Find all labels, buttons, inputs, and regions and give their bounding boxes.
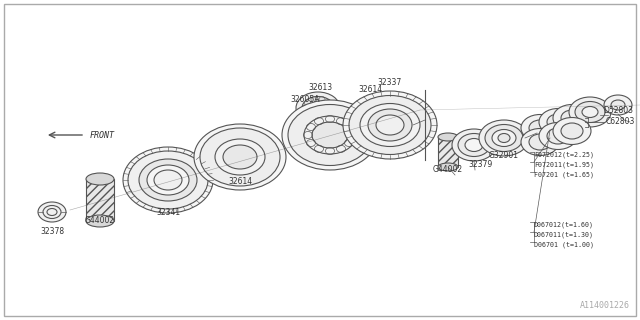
Ellipse shape [349,95,431,155]
Ellipse shape [154,170,182,190]
Ellipse shape [547,114,569,130]
Text: 32614: 32614 [228,177,252,186]
Ellipse shape [611,100,625,110]
Ellipse shape [302,97,334,119]
Ellipse shape [561,110,583,126]
Ellipse shape [479,120,529,156]
Bar [438,137,458,167]
Ellipse shape [492,130,516,147]
Text: C62803: C62803 [606,117,636,126]
Ellipse shape [465,139,483,151]
Circle shape [301,105,315,119]
Ellipse shape [547,128,569,144]
Ellipse shape [38,202,66,222]
Ellipse shape [485,124,523,151]
Text: G44002: G44002 [433,165,463,174]
Text: F072011(t=1.95): F072011(t=1.95) [534,162,594,169]
Ellipse shape [86,215,114,227]
Ellipse shape [200,128,280,186]
Ellipse shape [539,123,577,149]
Ellipse shape [215,139,265,175]
Ellipse shape [521,129,559,156]
Ellipse shape [521,115,559,141]
Ellipse shape [553,105,591,132]
Ellipse shape [458,133,490,156]
Text: A114001226: A114001226 [580,301,630,310]
Ellipse shape [376,115,404,135]
Ellipse shape [553,117,591,145]
Ellipse shape [569,97,611,127]
Ellipse shape [304,116,356,154]
Text: 32378: 32378 [40,227,64,236]
Ellipse shape [360,103,420,147]
Ellipse shape [86,173,114,185]
Text: 32614: 32614 [358,85,382,94]
Text: D06701 (t=1.00): D06701 (t=1.00) [534,242,594,249]
Ellipse shape [561,123,583,139]
Ellipse shape [368,109,412,141]
Ellipse shape [604,95,632,115]
Text: FRONT: FRONT [90,131,115,140]
Text: 32379: 32379 [468,160,492,169]
Text: 32341: 32341 [156,208,180,217]
Ellipse shape [529,134,551,150]
Ellipse shape [223,145,257,169]
Ellipse shape [529,120,551,136]
Bar [86,179,114,221]
Ellipse shape [139,159,197,201]
Ellipse shape [438,163,458,171]
Ellipse shape [452,129,496,161]
Ellipse shape [539,108,577,135]
Ellipse shape [343,91,437,159]
Ellipse shape [498,133,510,142]
Ellipse shape [194,124,286,190]
Ellipse shape [288,105,372,165]
Ellipse shape [296,92,340,124]
Ellipse shape [128,151,208,209]
Text: D067012(t=1.60): D067012(t=1.60) [534,222,594,228]
Text: G44002: G44002 [85,216,115,225]
Ellipse shape [575,101,605,123]
Text: 32613: 32613 [308,83,332,92]
Text: 32337: 32337 [378,78,402,87]
Ellipse shape [282,100,378,170]
Text: D52803: D52803 [603,106,633,115]
Ellipse shape [123,147,213,213]
Text: D067011(t=1.30): D067011(t=1.30) [534,232,594,238]
Ellipse shape [312,122,348,148]
Ellipse shape [147,165,189,195]
Ellipse shape [438,133,458,141]
Text: G32901: G32901 [489,151,519,160]
Ellipse shape [582,107,598,117]
Text: 32605A: 32605A [290,95,319,104]
Text: F072012(t=2.25): F072012(t=2.25) [534,152,594,158]
Text: F07201 (t=1.65): F07201 (t=1.65) [534,172,594,179]
